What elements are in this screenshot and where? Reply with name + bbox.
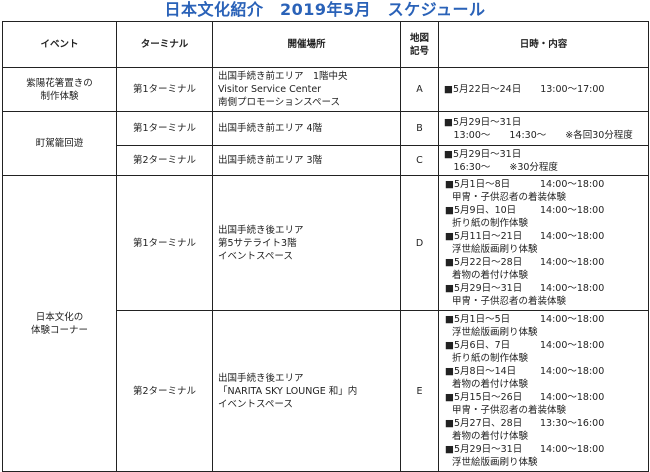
schedule-description: 着物の着付け体験 xyxy=(452,431,529,442)
schedule-time: 14:00～18:00 xyxy=(540,283,605,294)
schedule-description: 折り紙の制作体験 xyxy=(452,353,529,364)
schedule-date: ■5月1日～8日 xyxy=(445,179,511,190)
event-cell: 日本文化の 体験コーナー xyxy=(2,175,117,472)
schedule-time: 14:00～18:00 xyxy=(540,340,605,351)
map-cell: B xyxy=(400,111,439,146)
schedule-time: 14:00～18:00 xyxy=(540,231,605,242)
schedule-time: 13:30～16:00 xyxy=(540,418,605,429)
schedule-date: ■5月1日～5日 xyxy=(445,314,511,325)
schedule-time: 14:00～18:00 xyxy=(540,392,605,403)
header-schedule: 日時・内容 xyxy=(438,21,649,68)
schedule-cell: ■5月22日～24日 13:00～17:00 xyxy=(438,67,649,112)
terminal-cell: 第2ターミナル xyxy=(116,310,213,472)
header-terminal: ターミナル xyxy=(116,21,213,68)
schedule-description: 着物の着付け体験 xyxy=(452,379,529,390)
header-row: イベント ターミナル 開催場所 地図 記号 日時・内容 xyxy=(2,21,649,68)
schedule-cell: ■5月1日～8日 14:00～18:00 甲冑・子供忍者の着装体験 ■5月9日、10日… xyxy=(438,175,649,311)
schedule-description: 浮世絵版画刷り体験 xyxy=(452,457,538,468)
schedule-date: ■5月29日～31日 xyxy=(445,283,523,294)
map-cell: C xyxy=(400,145,439,176)
schedule-date: ■5月15日～26日 xyxy=(445,392,523,403)
schedule-description: 折り紙の制作体験 xyxy=(452,218,529,229)
schedule-cell: ■5月29日～31日 16:30～ ※30分程度 xyxy=(438,145,649,176)
schedule-time: 14:00～18:00 xyxy=(540,314,605,325)
schedule-date: ■5月6日、7日 xyxy=(445,340,511,351)
place-cell: 出国手続き後エリア 第5サテライト3階 イベントスペース xyxy=(212,175,401,311)
schedule-date: ■5月27日、28日 xyxy=(445,418,523,429)
place-cell: 出国手続き前エリア 3階 xyxy=(212,145,401,176)
schedule-description: 浮世絵版画刷り体験 xyxy=(452,327,538,338)
schedule-item-date-line: ■5月11日～21日 14:00～18:00 xyxy=(445,230,642,243)
map-cell: D xyxy=(400,175,439,311)
event-cell: 町駕籠回遊 xyxy=(2,111,117,176)
table-row: 第2ターミナル 出国手続き前エリア 3階 C ■5月29日～31日 16:30～… xyxy=(3,145,649,176)
terminal-cell: 第2ターミナル xyxy=(116,145,213,176)
schedule-item-date-line: ■5月29日～31日 14:00～18:00 xyxy=(445,282,642,295)
schedule-table: イベント ターミナル 開催場所 地図 記号 日時・内容 紫陽花箸置きの 制作体験… xyxy=(2,21,649,472)
schedule-description: 甲冑・子供忍者の着装体験 xyxy=(452,405,567,416)
place-cell: 出国手続き前エリア 1階中央 Visitor Service Center 南側… xyxy=(212,67,401,112)
place-cell: 出国手続き前エリア 4階 xyxy=(212,111,401,146)
schedule-description: 甲冑・子供忍者の着装体験 xyxy=(452,192,567,203)
schedule-time: 14:00～18:00 xyxy=(540,366,605,377)
table-row: 第2ターミナル 出国手続き後エリア 「NARITA SKY LOUNGE 和」内… xyxy=(3,310,649,472)
schedule-date: ■5月29日～31日 xyxy=(445,444,523,455)
schedule-item-date-line: ■5月22日～28日 14:00～18:00 xyxy=(445,256,642,269)
schedule-item-date-line: ■5月6日、7日 14:00～18:00 xyxy=(445,339,642,352)
schedule-time: 14:00～18:00 xyxy=(540,205,605,216)
place-cell: 出国手続き後エリア 「NARITA SKY LOUNGE 和」内 イベントスペー… xyxy=(212,310,401,472)
schedule-item-date-line: ■5月1日～5日 14:00～18:00 xyxy=(445,313,642,326)
schedule-item-date-line: ■5月15日～26日 14:00～18:00 xyxy=(445,391,642,404)
header-event: イベント xyxy=(2,21,117,68)
terminal-cell: 第1ターミナル xyxy=(116,67,213,112)
map-cell: E xyxy=(400,310,439,472)
schedule-cell: ■5月29日～31日 13:00～ 14:30～ ※各回30分程度 xyxy=(438,111,649,146)
table-row: 町駕籠回遊 第1ターミナル 出国手続き前エリア 4階 B ■5月29日～31日 … xyxy=(2,111,649,176)
schedule-item-date-line: ■5月27日、28日 13:30～16:00 xyxy=(445,417,642,430)
schedule-cell: ■5月1日～5日 14:00～18:00 浮世絵版画刷り体験 ■5月6日、7日 14:0… xyxy=(438,310,649,472)
event-cell: 紫陽花箸置きの 制作体験 xyxy=(2,67,117,112)
schedule-item-date-line: ■5月9日、10日 14:00～18:00 xyxy=(445,204,642,217)
map-cell: A xyxy=(400,67,439,112)
schedule-item-date-line: ■5月8日～14日 14:00～18:00 xyxy=(445,365,642,378)
schedule-time: 14:00～18:00 xyxy=(540,179,605,190)
schedule-description: 浮世絵版画刷り体験 xyxy=(452,244,538,255)
schedule-date: ■5月9日、10日 xyxy=(445,205,517,216)
header-map: 地図 記号 xyxy=(400,21,439,68)
schedule-time: 14:00～18:00 xyxy=(540,444,605,455)
schedule-date: ■5月11日～21日 xyxy=(445,231,523,242)
schedule-description: 着物の着付け体験 xyxy=(452,270,529,281)
schedule-date: ■5月22日～28日 xyxy=(445,257,523,268)
table-row: 日本文化の 体験コーナー 第1ターミナル 出国手続き後エリア 第5サテライト3階… xyxy=(2,175,649,472)
page-title: 日本文化紹介 2019年5月 スケジュール xyxy=(164,0,486,19)
terminal-cell: 第1ターミナル xyxy=(116,175,213,311)
table-row: 紫陽花箸置きの 制作体験 第1ターミナル 出国手続き前エリア 1階中央 Visi… xyxy=(2,67,649,112)
terminal-cell: 第1ターミナル xyxy=(116,111,213,146)
schedule-time: 14:00～18:00 xyxy=(540,257,605,268)
schedule-item-date-line: ■5月29日～31日 14:00～18:00 xyxy=(445,443,642,456)
schedule-date: ■5月8日～14日 xyxy=(445,366,517,377)
header-place: 開催場所 xyxy=(212,21,401,68)
schedule-description: 甲冑・子供忍者の着装体験 xyxy=(452,296,567,307)
schedule-item-date-line: ■5月1日～8日 14:00～18:00 xyxy=(445,178,642,191)
